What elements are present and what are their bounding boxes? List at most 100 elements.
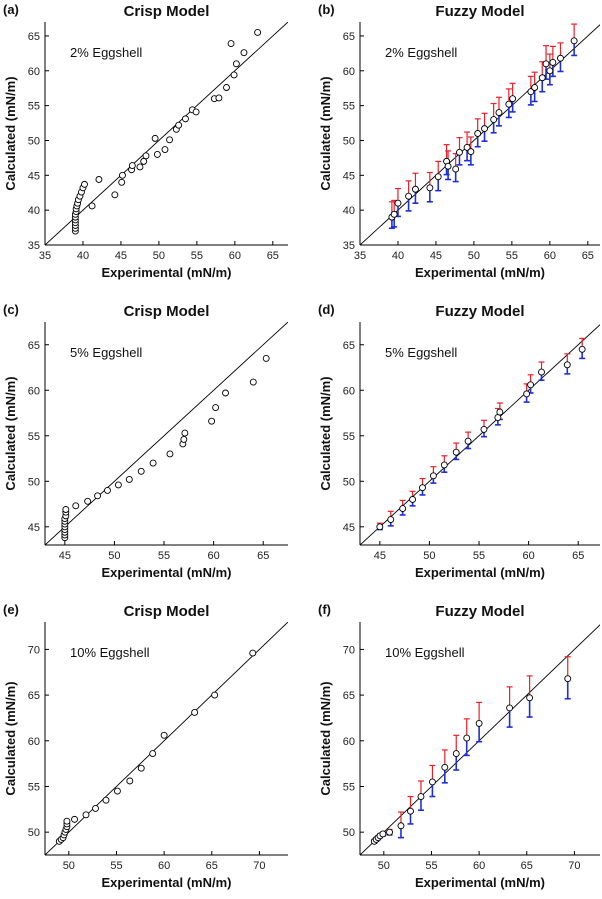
sample-annotation: 5% Eggshell — [385, 345, 457, 360]
y-tick-label: 50 — [28, 135, 40, 147]
chart-title: Fuzzy Model — [435, 603, 524, 620]
y-tick-label: 50 — [343, 135, 355, 147]
x-tick-label: 65 — [257, 550, 269, 562]
data-point — [95, 176, 103, 183]
data-point — [211, 691, 219, 699]
data-point — [481, 125, 488, 133]
data-point — [531, 84, 539, 91]
data-point — [578, 345, 586, 353]
y-tick-label: 35 — [343, 240, 355, 252]
panel-3: 45 50 55 60 65 45 50 55 60 65 (d) Fuzzy Model 5% Egg… — [318, 302, 600, 580]
data-point — [452, 750, 460, 758]
x-axis-label: Experimental (mN/m) — [101, 265, 231, 280]
x-tick-label: 70 — [253, 860, 265, 872]
y-axis-label: Calculated (mN/m) — [3, 376, 18, 490]
parity-line — [45, 22, 288, 245]
y-tick-label: 50 — [28, 827, 40, 839]
data-point — [474, 130, 482, 137]
x-tick-label: 55 — [425, 860, 437, 872]
data-point — [463, 143, 471, 151]
data-point — [405, 192, 413, 200]
data-point — [175, 121, 183, 129]
data-point — [506, 704, 514, 712]
y-tick-label: 60 — [343, 385, 355, 397]
data-point — [549, 58, 557, 66]
y-tick-label: 60 — [343, 736, 355, 748]
x-axis-label: Experimental (mN/m) — [415, 565, 545, 580]
y-tick-label: 60 — [28, 736, 40, 748]
data-point — [542, 60, 550, 68]
data-point — [232, 60, 240, 68]
data-point — [254, 29, 262, 36]
y-tick-label: 35 — [28, 240, 40, 252]
y-tick-label: 55 — [28, 781, 40, 793]
data-point — [137, 764, 145, 772]
data-point — [71, 815, 78, 823]
data-point — [166, 450, 174, 458]
data-point — [480, 425, 488, 433]
x-tick-label: 40 — [77, 250, 89, 262]
x-axis-label: Experimental (mN/m) — [101, 565, 231, 580]
data-point — [128, 162, 136, 170]
data-point — [467, 148, 475, 156]
data-point — [212, 404, 220, 412]
data-point — [230, 71, 238, 79]
panel-label: (a) — [3, 2, 19, 17]
data-point — [118, 178, 126, 186]
x-tick-label: 55 — [191, 250, 203, 262]
data-point — [149, 750, 157, 758]
panel-label: (e) — [3, 602, 19, 617]
data-point — [390, 210, 398, 218]
data-point — [409, 496, 417, 503]
data-point — [452, 165, 460, 173]
data-point — [102, 796, 110, 804]
y-tick-label: 70 — [28, 644, 40, 656]
y-tick-label: 65 — [28, 31, 40, 43]
data-point — [111, 191, 119, 199]
y-axis-label: Calculated (mN/m) — [3, 76, 18, 190]
y-tick-label: 55 — [28, 101, 40, 113]
data-point — [119, 171, 126, 179]
x-tick-label: 55 — [473, 550, 485, 562]
y-tick-label: 65 — [343, 690, 355, 702]
x-tick-label: 55 — [158, 550, 170, 562]
panel-1: 35 40 45 50 55 60 65 35 40 45 50 55 60 65 (b) Fuzzy Mod… — [318, 2, 600, 280]
x-tick-label: 65 — [521, 860, 533, 872]
data-point — [62, 506, 70, 513]
data-point — [88, 202, 96, 210]
sample-annotation: 10% Eggshell — [70, 645, 150, 660]
data-point — [94, 492, 102, 500]
data-point — [262, 354, 270, 362]
data-point — [563, 361, 571, 369]
data-point — [546, 67, 554, 75]
y-tick-label: 55 — [343, 431, 355, 443]
y-tick-label: 40 — [28, 205, 40, 217]
data-point — [240, 49, 248, 57]
data-point — [126, 777, 134, 785]
data-point — [72, 502, 80, 510]
chart-title: Fuzzy Model — [435, 3, 524, 20]
x-tick-label: 45 — [430, 250, 442, 262]
y-tick-label: 45 — [343, 522, 355, 534]
data-point — [538, 74, 546, 82]
data-point — [386, 828, 393, 836]
data-point — [456, 148, 463, 156]
x-tick-label: 60 — [522, 550, 534, 562]
y-tick-label: 70 — [343, 644, 355, 656]
data-point — [104, 486, 111, 494]
data-point — [464, 437, 472, 445]
data-point — [557, 54, 564, 62]
data-point — [495, 109, 503, 117]
x-tick-label: 45 — [374, 550, 386, 562]
data-point — [526, 694, 534, 702]
x-tick-label: 35 — [39, 250, 51, 262]
data-point — [411, 185, 419, 193]
data-point — [434, 173, 442, 181]
x-tick-label: 55 — [506, 250, 518, 262]
data-point — [92, 804, 99, 812]
data-point — [215, 94, 223, 102]
y-tick-label: 40 — [343, 205, 355, 217]
data-point — [570, 37, 578, 45]
sample-annotation: 5% Eggshell — [70, 345, 142, 360]
x-tick-label: 65 — [267, 250, 279, 262]
